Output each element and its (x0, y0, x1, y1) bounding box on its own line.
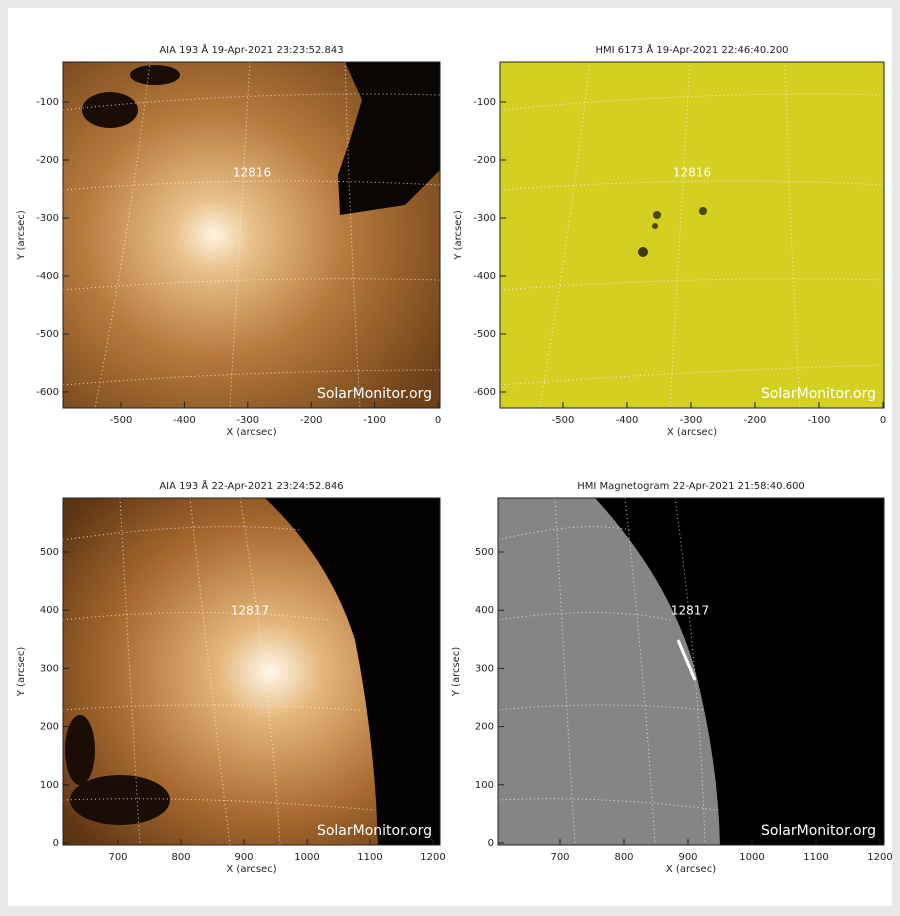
y-tick-label: -200 (473, 155, 496, 166)
x-tick-label: 0 (880, 415, 886, 426)
y-tick-label: 500 (40, 547, 59, 558)
x-axis-label: X (arcsec) (667, 427, 717, 438)
y-tick-label: -600 (36, 387, 59, 398)
y-tick-label: -500 (36, 329, 59, 340)
region-label: 12817 (231, 604, 269, 618)
y-axis-label: Y (arcsec) (453, 210, 464, 261)
y-tick-label: -300 (36, 213, 59, 224)
x-tick-label: -500 (552, 415, 575, 426)
watermark: SolarMonitor.org (317, 823, 432, 839)
x-tick-label: 1100 (803, 852, 828, 863)
region-label: 12816 (233, 166, 271, 180)
y-tick-label: -300 (473, 213, 496, 224)
x-tick-label: -200 (300, 415, 323, 426)
x-axis-label: X (arcsec) (226, 427, 276, 438)
aia-image (63, 62, 440, 408)
y-tick-label: -500 (473, 329, 496, 340)
x-tick-label: 1000 (294, 852, 319, 863)
x-tick-label: -100 (363, 415, 386, 426)
panel-title: HMI 6173 Å 19-Apr-2021 22:46:40.200 (595, 43, 788, 56)
y-axis-label: Y (arcsec) (16, 647, 27, 698)
watermark: SolarMonitor.org (761, 386, 876, 402)
x-tick-label: 800 (614, 852, 633, 863)
y-tick-label: -200 (36, 155, 59, 166)
x-tick-label: 1200 (420, 852, 445, 863)
x-tick-label: -200 (744, 415, 767, 426)
y-tick-label: -100 (473, 97, 496, 108)
watermark: SolarMonitor.org (317, 386, 432, 402)
magnetogram-image (498, 498, 884, 845)
y-tick-label: 300 (40, 663, 59, 674)
x-tick-label: -400 (616, 415, 639, 426)
aia-limb-image (63, 498, 440, 845)
y-tick-label: -400 (36, 271, 59, 282)
y-tick-label: 100 (475, 780, 494, 791)
region-label: 12817 (671, 604, 709, 618)
panel-title: AIA 193 Å 19-Apr-2021 23:23:52.843 (159, 43, 343, 56)
y-tick-label: 200 (475, 722, 494, 733)
x-tick-label: -300 (680, 415, 703, 426)
x-tick-label: 700 (108, 852, 127, 863)
x-tick-label: -300 (236, 415, 259, 426)
y-tick-label: 0 (488, 838, 494, 849)
y-tick-label: 400 (40, 605, 59, 616)
x-tick-label: 900 (234, 852, 253, 863)
y-tick-label: 200 (40, 722, 59, 733)
x-tick-label: 1000 (739, 852, 764, 863)
y-tick-label: 0 (53, 838, 59, 849)
panel-title: HMI Magnetogram 22-Apr-2021 21:58:40.600 (577, 481, 805, 492)
x-tick-label: 0 (435, 415, 441, 426)
hmi-image (500, 62, 884, 408)
x-tick-label: 700 (550, 852, 569, 863)
region-label: 12816 (673, 166, 711, 180)
y-tick-label: 400 (475, 605, 494, 616)
y-tick-label: -600 (473, 387, 496, 398)
watermark: SolarMonitor.org (761, 823, 876, 839)
x-tick-label: 900 (678, 852, 697, 863)
x-tick-label: 1200 (867, 852, 892, 863)
y-axis-label: Y (arcsec) (16, 210, 27, 261)
x-axis-label: X (arcsec) (226, 864, 276, 875)
y-tick-label: -100 (36, 97, 59, 108)
x-tick-label: -500 (110, 415, 133, 426)
x-tick-label: 1100 (357, 852, 382, 863)
y-axis-label: Y (arcsec) (451, 647, 462, 698)
x-tick-label: -100 (808, 415, 831, 426)
figure: AIA 193 Å 19-Apr-2021 23:23:52.843 -500 -4… (0, 0, 900, 916)
y-tick-label: 500 (475, 547, 494, 558)
x-tick-label: -400 (173, 415, 196, 426)
panel-title: AIA 193 Å 22-Apr-2021 23:24:52.846 (159, 479, 343, 492)
y-tick-label: 100 (40, 780, 59, 791)
x-tick-label: 800 (171, 852, 190, 863)
x-axis-label: X (arcsec) (666, 864, 716, 875)
y-tick-label: -400 (473, 271, 496, 282)
y-tick-label: 300 (475, 663, 494, 674)
